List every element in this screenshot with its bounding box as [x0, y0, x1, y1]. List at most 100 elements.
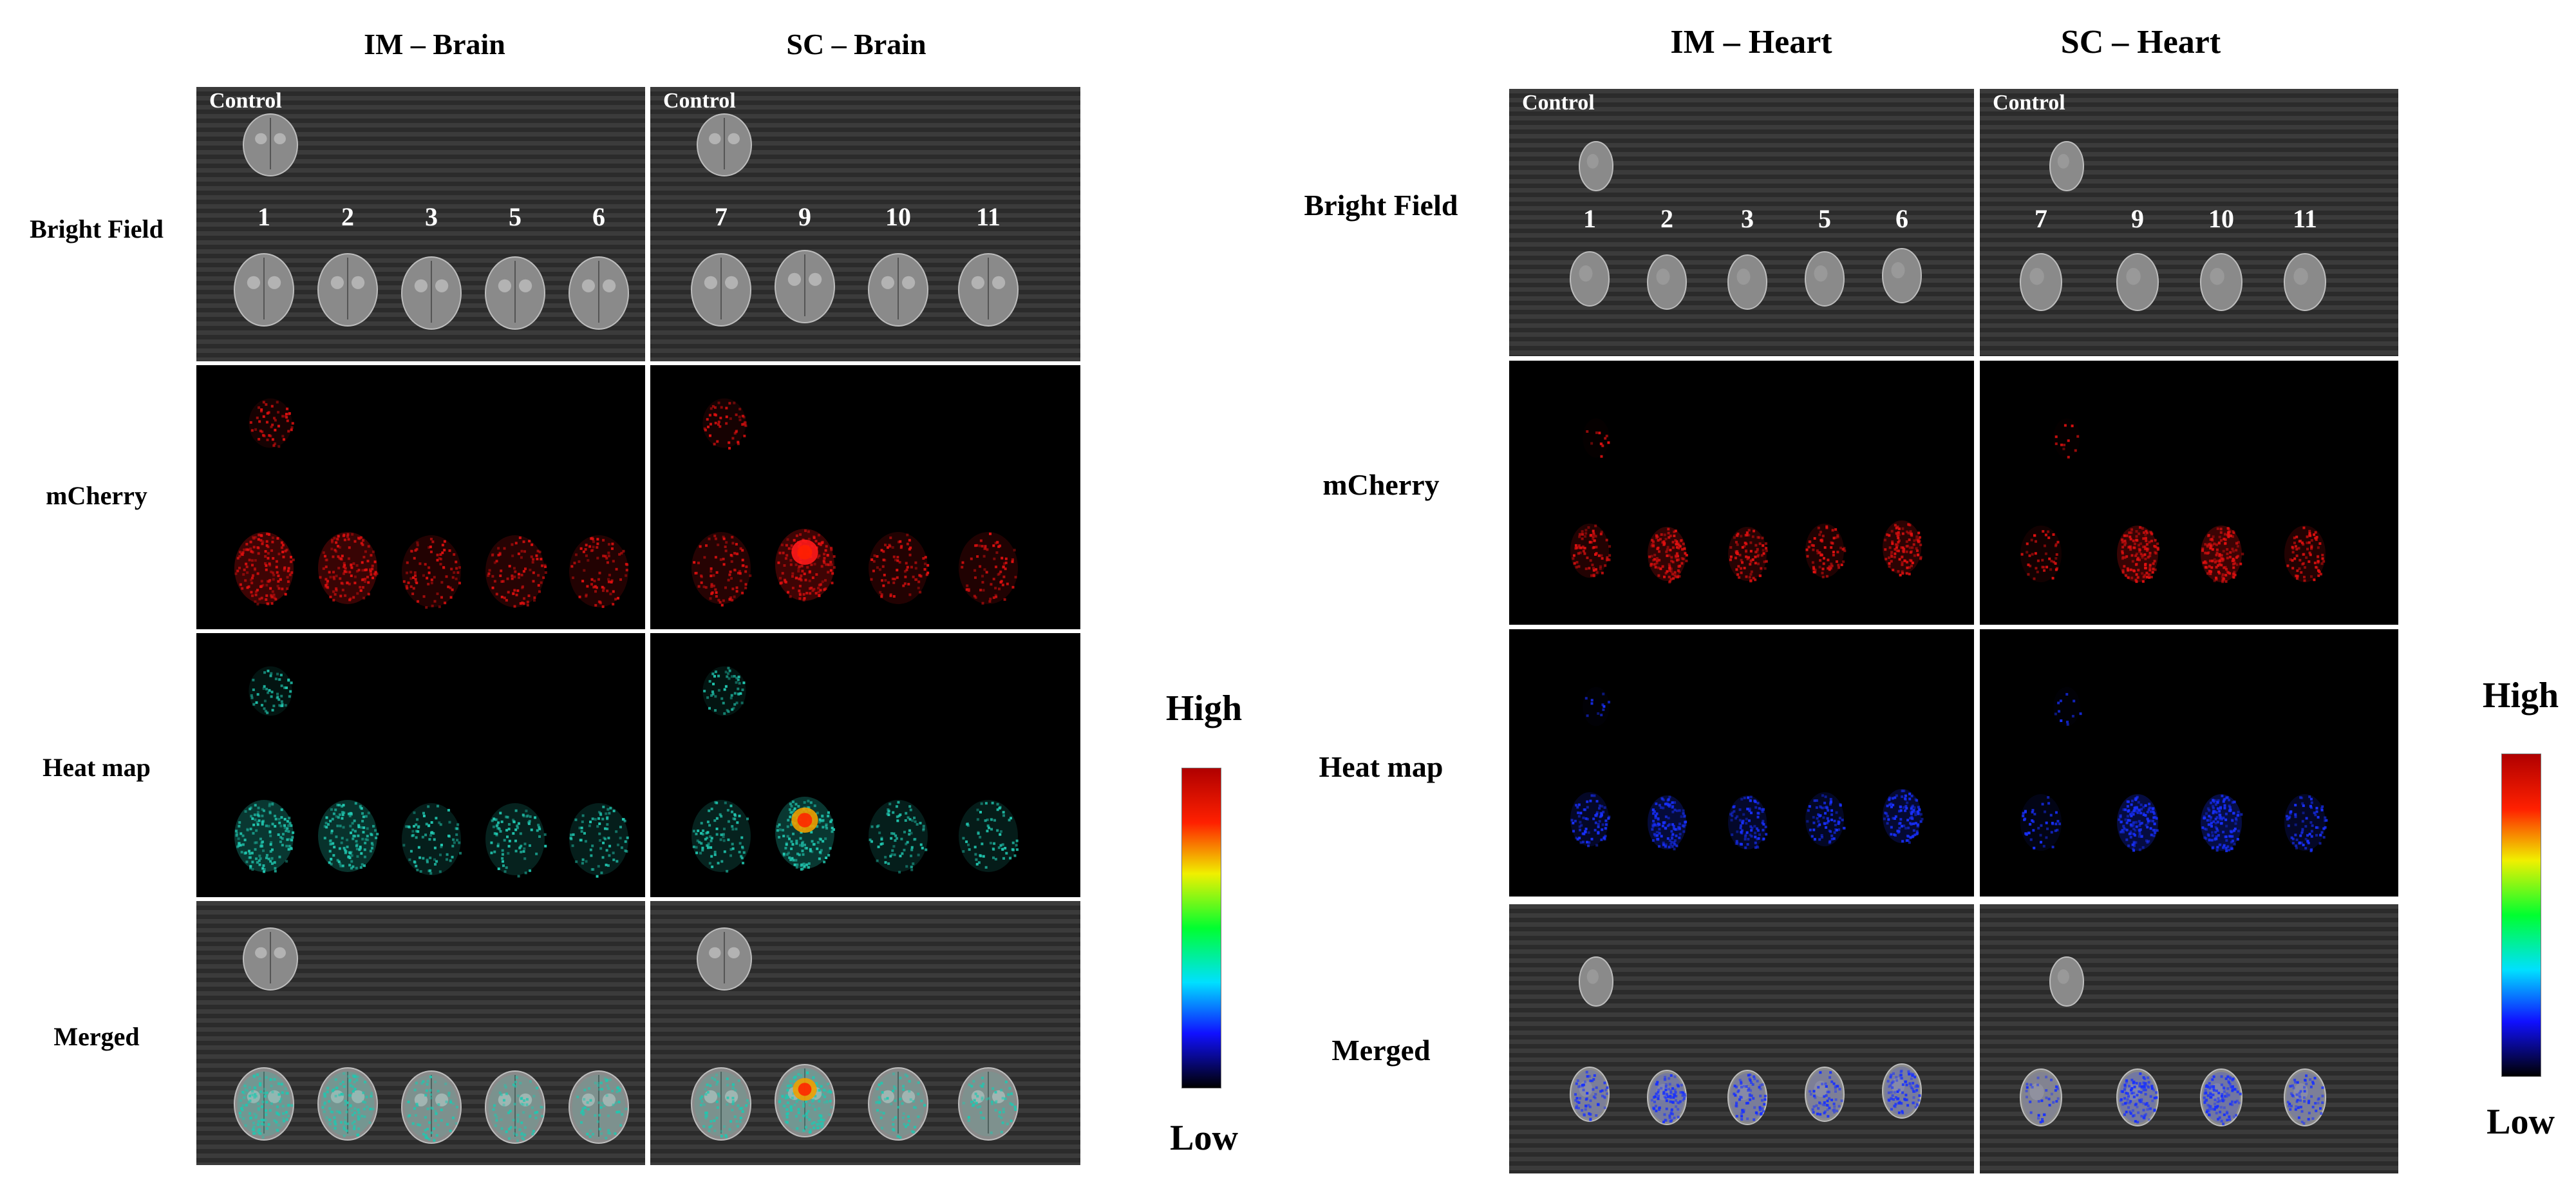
- mcherry-signal: [869, 532, 930, 604]
- mcherry-signal: [1883, 520, 1923, 577]
- sample-number-label: 2: [1660, 204, 1673, 233]
- heatmap-signal: [2201, 794, 2243, 853]
- sample-number-label: 1: [258, 202, 270, 231]
- sample-number-label: 3: [425, 202, 438, 231]
- sample-number-label: 9: [798, 202, 811, 231]
- organ-sample: [569, 256, 629, 330]
- control-signal: [2054, 693, 2082, 726]
- organ-sample: [2116, 253, 2159, 311]
- heatmap-signal: [1805, 792, 1846, 846]
- heatmap-signal: [959, 800, 1019, 872]
- col-title-sc-heart: SC – Heart: [2060, 24, 2221, 61]
- organ-sample: [2020, 253, 2062, 311]
- organ-sample: [485, 1070, 545, 1144]
- organ-sample: [234, 253, 294, 327]
- col-title-sc-brain: SC – Brain: [786, 28, 926, 61]
- heatmap-signal: [1648, 795, 1688, 851]
- heatmap-signal: [1570, 792, 1611, 848]
- control-signal: [1584, 692, 1611, 717]
- organ-sample: [317, 253, 378, 327]
- colorbar-heart: [2501, 754, 2541, 1077]
- heatmap-signal: [569, 803, 629, 878]
- mcherry-signal: [959, 532, 1018, 605]
- sample-number-label: 11: [976, 202, 1001, 231]
- control-organ: [1579, 956, 1613, 1007]
- merged-signal: [2203, 1072, 2242, 1126]
- control-label: Control: [209, 89, 282, 113]
- mcherry-signal: [691, 532, 752, 607]
- heart-sc-merged: [1980, 904, 2398, 1173]
- row-label-merged: Merged: [53, 1022, 140, 1051]
- merged-signal: [2119, 1072, 2158, 1124]
- brain-sc-heat-map: [650, 633, 1080, 897]
- mcherry-signal: [1648, 527, 1688, 584]
- control-signal: [702, 398, 747, 450]
- mcherry-signal: [234, 532, 295, 606]
- sample-number-label: 3: [1741, 204, 1754, 233]
- mcherry-signal: [2117, 526, 2160, 584]
- merged-signal: [2286, 1072, 2324, 1125]
- organ-sample: [485, 256, 545, 330]
- heart-im-heat-map: [1509, 629, 1974, 897]
- heatmap-signal: [318, 800, 379, 872]
- merged-signal: [572, 1074, 628, 1140]
- sample-number-label: 2: [341, 202, 354, 231]
- merged-signal: [778, 1068, 833, 1134]
- heatmap-signal: [691, 800, 751, 873]
- sample-number-label: 1: [1583, 204, 1596, 233]
- heatmap-signal: [2020, 794, 2062, 851]
- scale-low-label-heart: Low: [2487, 1102, 2555, 1142]
- scale-high-label-heart: High: [2482, 676, 2559, 716]
- heatmap-signal: [485, 803, 547, 878]
- brain-im-merged: [196, 901, 645, 1165]
- mcherry-signal: [1728, 527, 1768, 583]
- mcherry-signal: [775, 529, 836, 602]
- col-title-im-brain: IM – Brain: [364, 28, 505, 61]
- row-label-bright-field-heart: Bright Field: [1304, 189, 1458, 222]
- control-organ: [243, 113, 298, 176]
- merged-signal: [237, 1071, 294, 1139]
- sample-number-label: 5: [1818, 204, 1831, 233]
- mcherry-signal: [569, 535, 629, 608]
- control-organ: [697, 927, 752, 991]
- mcherry-signal: [318, 532, 379, 604]
- brain-im-bright-field: Control 1 2 3 5 6: [196, 87, 645, 361]
- sample-number-label: 7: [2035, 204, 2047, 233]
- scale-low-label-brain: Low: [1170, 1118, 1238, 1158]
- brain-sc-mcherry: [650, 365, 1080, 629]
- merged-signal: [1650, 1073, 1687, 1124]
- row-label-heat-map: Heat map: [42, 753, 151, 782]
- row-label-mcherry-heart: mCherry: [1322, 468, 1440, 501]
- organ-sample: [1805, 251, 1845, 307]
- control-signal: [249, 666, 293, 716]
- merged-signal: [404, 1074, 459, 1142]
- organ-sample: [958, 253, 1019, 327]
- heatmap-signal: [2117, 794, 2159, 852]
- control-label: Control: [1522, 91, 1595, 115]
- control-organ: [2049, 956, 2084, 1007]
- row-label-mcherry: mCherry: [46, 481, 147, 510]
- organ-sample: [1727, 254, 1767, 310]
- control-signal: [249, 398, 294, 448]
- sample-number-label: 6: [1895, 204, 1908, 233]
- control-label: Control: [663, 89, 736, 113]
- organ-sample: [1570, 251, 1610, 307]
- heart-im-mcherry: [1509, 361, 1974, 625]
- row-label-bright-field: Bright Field: [30, 214, 164, 243]
- brain-sc-bright-field: Control 7 9 10 11: [650, 87, 1080, 361]
- row-label-heat-map-heart: Heat map: [1319, 750, 1443, 783]
- mcherry-signal: [2020, 526, 2062, 582]
- control-organ: [1579, 141, 1613, 191]
- organ-sample: [2200, 253, 2242, 311]
- heart-im-bright-field: Control 1 2 3 5 6: [1509, 89, 1974, 356]
- heart-sc-heat-map: [1980, 629, 2398, 897]
- sample-number-label: 11: [2293, 204, 2317, 233]
- sample-number-label: 9: [2131, 204, 2144, 233]
- organ-sample: [775, 250, 835, 323]
- heart-sc-mcherry: [1980, 361, 2398, 625]
- mcherry-signal: [2284, 526, 2326, 582]
- heatmap-signal: [869, 800, 928, 874]
- merged-signal: [321, 1071, 375, 1137]
- mcherry-signal: [2201, 526, 2244, 584]
- merged-signal: [1572, 1070, 1609, 1121]
